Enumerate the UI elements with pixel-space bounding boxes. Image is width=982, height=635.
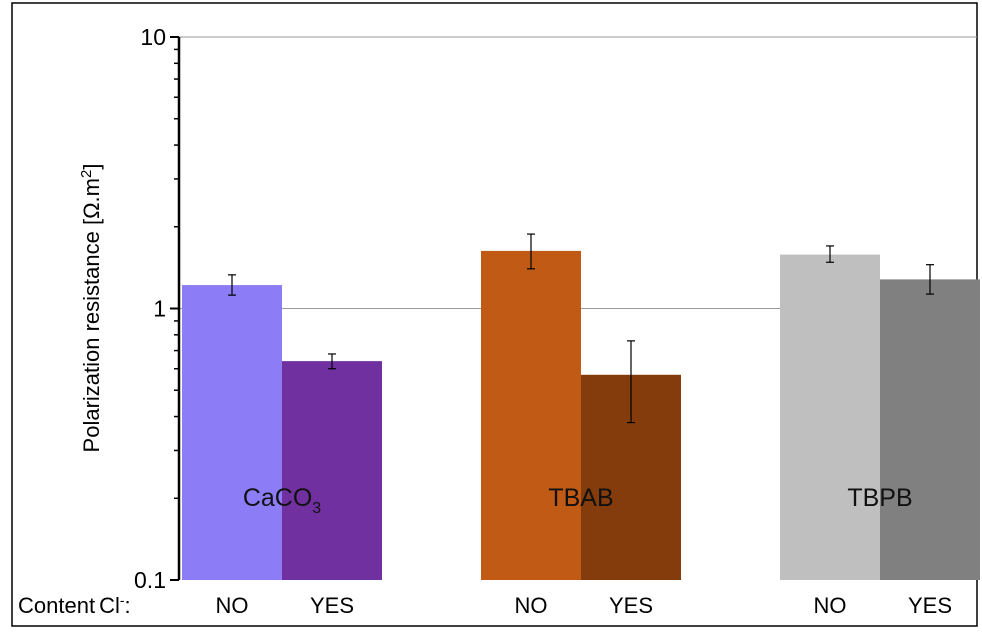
y-axis: [170, 36, 181, 581]
y-axis-title: Polarization resistance [Ω.m2]: [78, 164, 104, 453]
category-label: YES: [310, 593, 354, 618]
bar: [182, 285, 282, 580]
row-label: Content Cl-:: [18, 592, 131, 618]
error-bars: [228, 233, 934, 424]
category-label: NO: [216, 593, 249, 618]
category-label: NO: [515, 593, 548, 618]
y-tick-label: 1: [153, 296, 166, 322]
category-label: NO: [814, 593, 847, 618]
bar: [282, 361, 382, 580]
group-label: TBPB: [847, 484, 912, 512]
bar: [481, 250, 581, 581]
bar: [780, 254, 880, 580]
category-label: YES: [908, 593, 952, 618]
y-tick-label: 0.1: [134, 567, 166, 593]
category-label: YES: [609, 593, 653, 618]
bar: [880, 279, 980, 580]
labels: NO YES CaCO3 NO YES TBAB NO YES TBPB 0.1 1 10 Polari…: [18, 24, 952, 618]
y-tick-label: 10: [140, 24, 166, 50]
group-label: TBAB: [548, 484, 613, 512]
group-label: CaCO3: [243, 484, 321, 517]
bars: [182, 250, 980, 581]
